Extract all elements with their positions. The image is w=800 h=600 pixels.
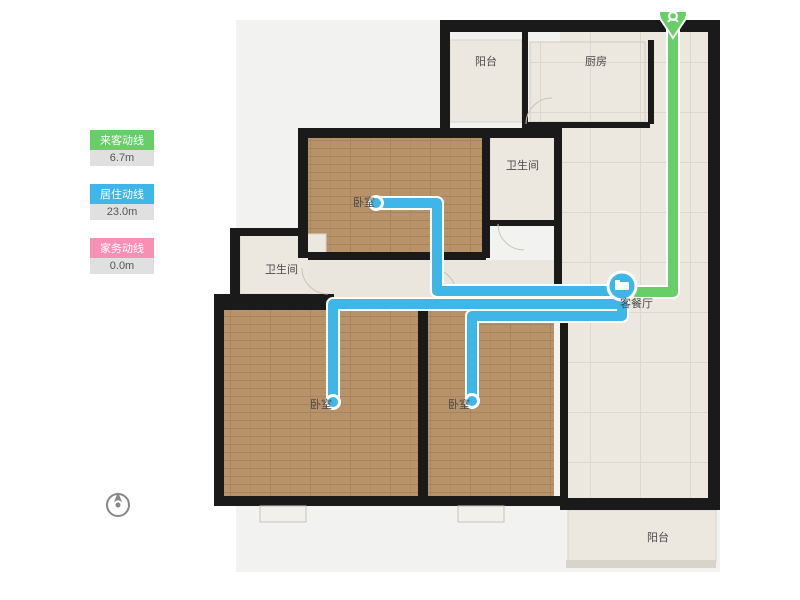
room-bedroom-top xyxy=(308,136,482,254)
room-bath-upper xyxy=(490,136,556,222)
room-bedroom-bm xyxy=(426,308,554,496)
room-kitchen xyxy=(530,42,645,122)
legend-item-chores: 家务动线 0.0m xyxy=(90,238,154,274)
room-label: 卫生间 xyxy=(265,262,298,276)
compass-icon xyxy=(103,490,133,525)
room-label: 厨房 xyxy=(585,55,607,68)
room-balcony-bottom xyxy=(568,510,716,562)
room-balcony-top xyxy=(450,40,522,122)
room-label: 卧室 xyxy=(310,397,332,411)
room-label: 卧室 xyxy=(448,397,470,411)
room-label: 阳台 xyxy=(475,54,497,68)
legend-item-living: 居住动线 23.0m xyxy=(90,184,154,220)
legend-label: 居住动线 xyxy=(90,184,154,204)
room-label: 卫生间 xyxy=(506,158,539,172)
legend-value: 0.0m xyxy=(90,258,154,274)
room-label: 卧室 xyxy=(353,195,375,209)
legend-label: 来客动线 xyxy=(90,130,154,150)
legend-item-guest: 来客动线 6.7m xyxy=(90,130,154,166)
room-label: 客餐厅 xyxy=(620,296,653,310)
legend-value: 6.7m xyxy=(90,150,154,166)
floorplan: 阳台 厨房 卫生间 卧室 卫生间 客餐厅 卧室 卧室 阳台 xyxy=(190,12,770,582)
legend-label: 家务动线 xyxy=(90,238,154,258)
room-label: 阳台 xyxy=(647,530,669,544)
legend: 来客动线 6.7m 居住动线 23.0m 家务动线 0.0m xyxy=(90,130,154,292)
legend-value: 23.0m xyxy=(90,204,154,220)
